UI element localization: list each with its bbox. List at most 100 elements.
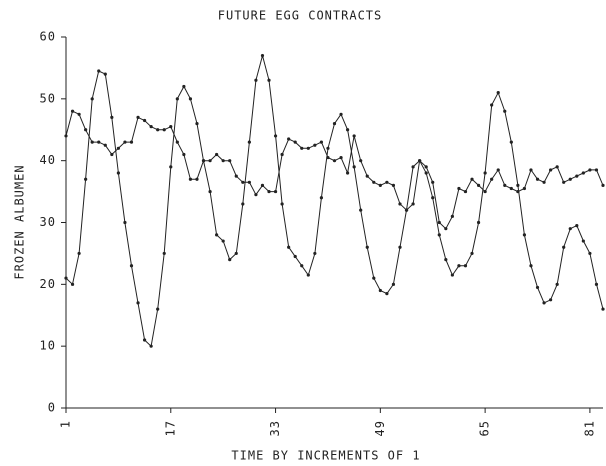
point <box>391 183 396 187</box>
point <box>306 273 310 277</box>
point <box>221 239 225 243</box>
point <box>90 97 94 101</box>
point <box>103 143 107 147</box>
point <box>575 174 579 178</box>
x-tick-label: 1 <box>59 420 73 428</box>
point <box>365 174 369 178</box>
point <box>247 180 251 184</box>
point <box>254 193 258 197</box>
point <box>215 152 219 157</box>
series-line <box>65 110 604 230</box>
point <box>359 208 363 212</box>
point <box>529 168 533 172</box>
point <box>156 128 160 132</box>
point <box>234 174 238 178</box>
point <box>372 276 376 280</box>
point <box>306 146 310 150</box>
point <box>503 109 507 113</box>
point <box>385 180 389 184</box>
point <box>490 103 494 107</box>
y-tick-label: 40 <box>40 153 56 167</box>
point <box>70 282 75 286</box>
point <box>398 245 402 249</box>
point <box>188 97 193 101</box>
point <box>287 245 291 249</box>
point <box>142 118 147 123</box>
point <box>188 177 193 181</box>
point <box>241 202 245 206</box>
point <box>529 264 533 268</box>
point <box>516 183 520 187</box>
point <box>496 91 500 95</box>
point <box>103 72 107 76</box>
point <box>77 112 81 116</box>
point <box>195 177 199 181</box>
point <box>300 146 304 150</box>
point <box>136 301 140 305</box>
x-tick-label: 17 <box>163 420 177 436</box>
point <box>221 159 225 163</box>
x-tick-label: 65 <box>478 420 492 436</box>
point <box>267 78 271 82</box>
y-axis-label: FROZEN ALBUMEN <box>13 164 27 279</box>
point <box>136 115 140 119</box>
point <box>483 189 487 194</box>
point <box>162 251 166 256</box>
point <box>509 186 513 191</box>
point <box>391 282 396 286</box>
point <box>352 165 356 169</box>
point <box>332 159 337 163</box>
x-tick-label: 33 <box>268 420 282 436</box>
point <box>293 140 297 144</box>
point <box>398 202 402 206</box>
point <box>97 140 101 144</box>
y-tick-label: 30 <box>40 215 56 229</box>
point <box>326 155 330 160</box>
y-tick-label: 0 <box>48 401 56 415</box>
point <box>522 233 527 237</box>
point <box>601 307 605 311</box>
point <box>201 159 206 163</box>
y-tick-label: 60 <box>40 30 56 44</box>
point <box>332 121 337 126</box>
point <box>247 140 251 144</box>
point <box>169 125 173 129</box>
point <box>588 168 592 172</box>
chart-title: FUTURE EGG CONTRACTS <box>218 9 383 23</box>
point <box>97 69 101 73</box>
point <box>594 168 599 172</box>
point <box>568 227 572 231</box>
point <box>116 171 120 175</box>
point <box>319 196 324 200</box>
point <box>64 134 68 138</box>
point <box>313 251 317 256</box>
point <box>280 152 284 157</box>
point <box>260 53 265 58</box>
point <box>555 165 559 169</box>
point <box>215 233 219 237</box>
point <box>142 338 147 342</box>
point <box>339 112 343 116</box>
point <box>280 202 284 206</box>
point <box>424 165 428 169</box>
point <box>418 159 422 163</box>
point <box>287 137 291 141</box>
point <box>90 140 94 144</box>
point <box>110 115 114 119</box>
point <box>228 159 232 163</box>
point <box>575 223 579 228</box>
point <box>326 146 330 150</box>
point <box>195 121 199 126</box>
point <box>241 180 245 184</box>
point <box>450 273 454 277</box>
x-axis-label: TIME BY INCREMENTS OF 1 <box>231 449 420 463</box>
point <box>260 183 265 187</box>
point <box>352 134 356 138</box>
point <box>156 307 160 311</box>
point <box>359 159 363 163</box>
point <box>169 165 173 169</box>
point <box>182 152 186 157</box>
point <box>313 143 317 147</box>
point <box>64 276 68 280</box>
point <box>503 183 507 187</box>
